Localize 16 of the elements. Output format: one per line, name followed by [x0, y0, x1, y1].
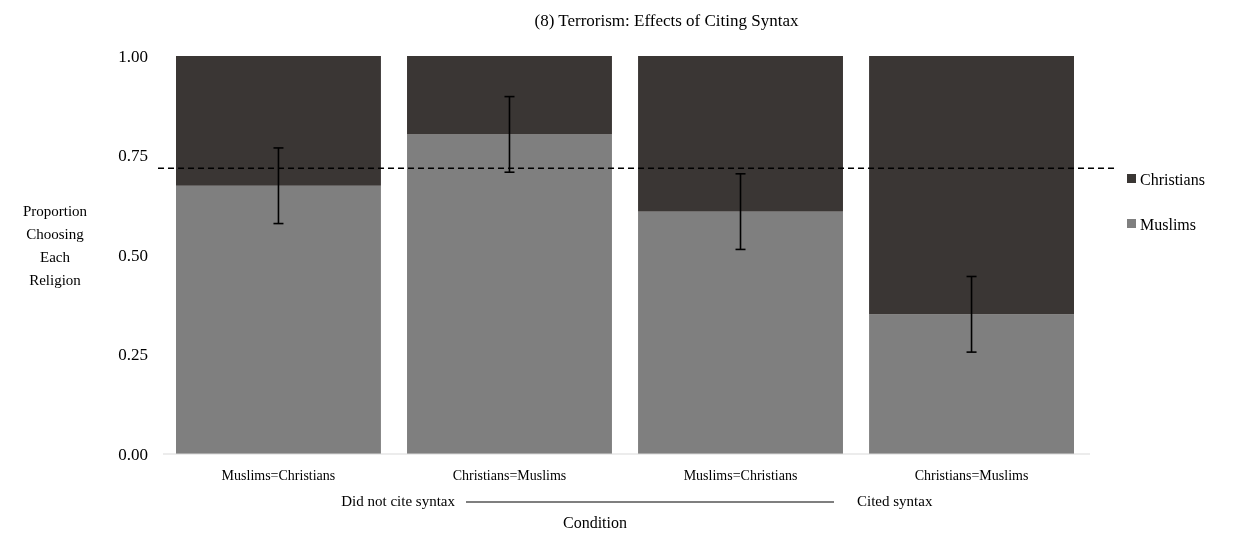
text: Cited syntax — [857, 493, 933, 509]
y-tick-label: 0.50 — [118, 245, 148, 265]
y-tick-label: 0.00 — [118, 444, 148, 464]
x-axis-title: Condition — [562, 514, 628, 531]
text: Did not cite syntax — [341, 493, 456, 509]
y-tick-label: 0.25 — [118, 345, 148, 365]
x-tick-label: Christians=Muslims — [914, 468, 1029, 483]
legend-label: Christians — [1140, 170, 1205, 188]
x-tick-label: Muslims=Christians — [221, 468, 336, 483]
legend-label: Muslims — [1140, 215, 1197, 233]
chart-title: (8) Terrorism: Effects of Citing Syntax — [534, 11, 799, 30]
y-tick-label: 1.00 — [118, 46, 148, 66]
x-tick-label: Christians=Muslims — [452, 468, 567, 483]
x-tick-label: Muslims=Christians — [683, 468, 798, 483]
y-tick-label: 0.75 — [118, 146, 148, 166]
y-axis-title: Proportion Choosing Each Religion — [22, 202, 88, 288]
